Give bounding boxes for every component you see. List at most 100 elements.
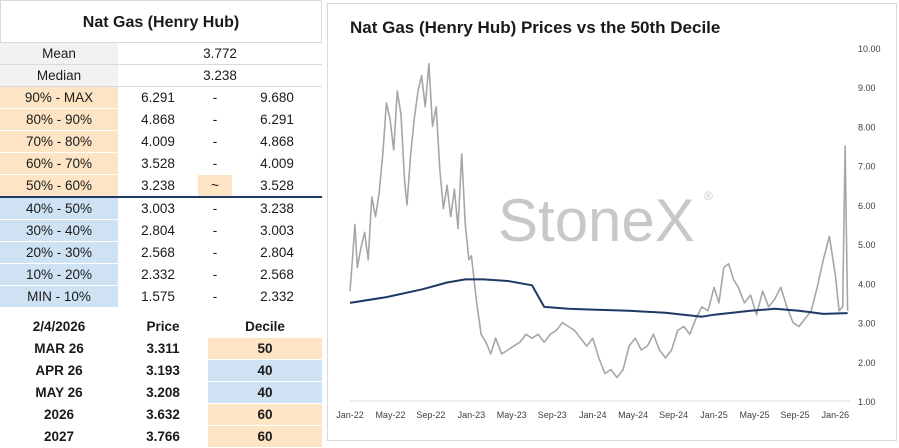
x-tick-label: May-22 — [375, 410, 405, 420]
price-table-header: 2/4/2026 Price Decile — [0, 316, 322, 338]
median-label: Median — [0, 64, 118, 87]
decile-separator: - — [198, 241, 232, 264]
x-tick-label: Jan-22 — [336, 410, 364, 420]
x-tick-label: Jan-23 — [458, 410, 486, 420]
watermark-registered-mark: ® — [704, 189, 713, 203]
decile-separator: - — [198, 130, 232, 153]
y-tick-label: 10.00 — [858, 44, 881, 54]
contract-label: MAY 26 — [0, 381, 118, 404]
y-tick-label: 1.00 — [858, 397, 876, 407]
decile-series-line — [349, 278, 848, 318]
decile-low-value: 1.575 — [118, 285, 198, 308]
decile-range-label: 50% - 60% — [0, 174, 118, 198]
contract-row: 2026 3.632 60 — [0, 403, 322, 426]
x-tick-label: Sep-23 — [538, 410, 567, 420]
price-chart: Nat Gas (Henry Hub) Prices vs the 50th D… — [327, 3, 897, 441]
y-tick-label: 7.00 — [858, 162, 876, 172]
contract-price: 3.766 — [118, 425, 208, 448]
contract-price: 3.311 — [118, 337, 208, 360]
contract-price: 3.208 — [118, 381, 208, 404]
decile-low-value: 3.003 — [118, 197, 198, 220]
decile-range-label: 60% - 70% — [0, 152, 118, 175]
contract-decile: 50 — [208, 337, 322, 360]
decile-row: 90% - MAX 6.291-9.680 — [0, 86, 322, 109]
contract-label: 2027 — [0, 425, 118, 448]
decile-row: 30% - 40% 2.804-3.003 — [0, 219, 322, 242]
decile-low-value: 2.568 — [118, 241, 198, 264]
y-tick-label: 4.00 — [858, 279, 876, 289]
contract-price: 3.193 — [118, 359, 208, 382]
decile-high-value: 2.568 — [232, 263, 322, 286]
decile-low-value: 2.804 — [118, 219, 198, 242]
contract-row: APR 26 3.193 40 — [0, 359, 322, 382]
mean-label: Mean — [0, 43, 118, 65]
contract-price: 3.632 — [118, 403, 208, 426]
header-decile: Decile — [208, 316, 322, 338]
x-tick-label: Sep-25 — [780, 410, 809, 420]
decile-low-value: 4.868 — [118, 108, 198, 131]
header-price: Price — [118, 316, 208, 338]
decile-separator: - — [198, 152, 232, 175]
x-tick-label: Jan-25 — [700, 410, 728, 420]
decile-row: 10% - 20% 2.332-2.568 — [0, 263, 322, 286]
mean-row: Mean 3.772 — [0, 43, 322, 65]
decile-high-value: 3.528 — [232, 174, 322, 198]
decile-row: 60% - 70% 3.528-4.009 — [0, 152, 322, 175]
x-tick-label: Jan-24 — [579, 410, 607, 420]
decile-separator: - — [198, 263, 232, 286]
y-tick-label: 3.00 — [858, 319, 876, 329]
decile-high-value: 6.291 — [232, 108, 322, 131]
decile-low-value: 3.528 — [118, 152, 198, 175]
decile-row: 80% - 90% 4.868-6.291 — [0, 108, 322, 131]
decile-range-label: 20% - 30% — [0, 241, 118, 264]
y-tick-label: 9.00 — [858, 83, 876, 93]
decile-high-value: 2.804 — [232, 241, 322, 264]
x-tick-label: May-23 — [497, 410, 527, 420]
x-tick-label: May-25 — [740, 410, 770, 420]
contract-price-table: 2/4/2026 Price Decile MAR 26 3.311 50 APR 2… — [0, 316, 322, 448]
contract-decile: 60 — [208, 425, 322, 448]
decile-low-value: 3.238 — [118, 174, 198, 198]
decile-low-value: 2.332 — [118, 263, 198, 286]
contract-decile: 40 — [208, 359, 322, 382]
contract-row: MAY 26 3.208 40 — [0, 381, 322, 404]
decile-stats-table: Mean 3.772 Median 3.238 90% - MAX 6.291-9… — [0, 43, 322, 308]
decile-high-value: 3.003 — [232, 219, 322, 242]
decile-low-value: 6.291 — [118, 86, 198, 109]
x-tick-label: May-24 — [618, 410, 648, 420]
mean-value: 3.772 — [118, 43, 322, 65]
decile-separator: - — [198, 219, 232, 242]
panel-title: Nat Gas (Henry Hub) — [0, 0, 322, 43]
contract-label: MAR 26 — [0, 337, 118, 360]
decile-range-label: 80% - 90% — [0, 108, 118, 131]
x-tick-label: Jan-26 — [822, 410, 850, 420]
decile-separator: - — [198, 86, 232, 109]
decile-low-value: 4.009 — [118, 130, 198, 153]
decile-range-label: 40% - 50% — [0, 197, 118, 220]
chart-title: Nat Gas (Henry Hub) Prices vs the 50th D… — [350, 18, 721, 37]
watermark-logo: StoneX — [498, 187, 695, 254]
contract-row: MAR 26 3.311 50 — [0, 337, 322, 360]
header-date: 2/4/2026 — [0, 316, 118, 338]
decile-separator: - — [198, 197, 232, 220]
decile-high-value: 4.868 — [232, 130, 322, 153]
x-tick-label: Sep-24 — [659, 410, 688, 420]
decile-row: 50% - 60% 3.238 ~3.528 — [0, 174, 322, 198]
decile-high-value: 2.332 — [232, 285, 322, 308]
y-tick-label: 5.00 — [858, 240, 876, 250]
decile-high-value: 9.680 — [232, 86, 322, 109]
decile-separator: - — [198, 108, 232, 131]
contract-decile: 40 — [208, 381, 322, 404]
decile-range-label: 10% - 20% — [0, 263, 118, 286]
chart-svg: StoneX ® 1.00 2.00 3.00 4.00 5.00 6.00 7.00 8.00 9… — [336, 44, 881, 420]
decile-range-label: 90% - MAX — [0, 86, 118, 109]
contract-decile: 60 — [208, 403, 322, 426]
decile-panel: Nat Gas (Henry Hub) Mean 3.772 Median 3.… — [0, 0, 322, 448]
decile-range-label: MIN - 10% — [0, 285, 118, 308]
median-value: 3.238 — [118, 64, 322, 87]
y-tick-label: 6.00 — [858, 201, 876, 211]
decile-row: 40% - 50% 3.003-3.238 — [0, 197, 322, 220]
decile-range-label: 30% - 40% — [0, 219, 118, 242]
decile-separator: - — [198, 285, 232, 308]
decile-range-label: 70% - 80% — [0, 130, 118, 153]
